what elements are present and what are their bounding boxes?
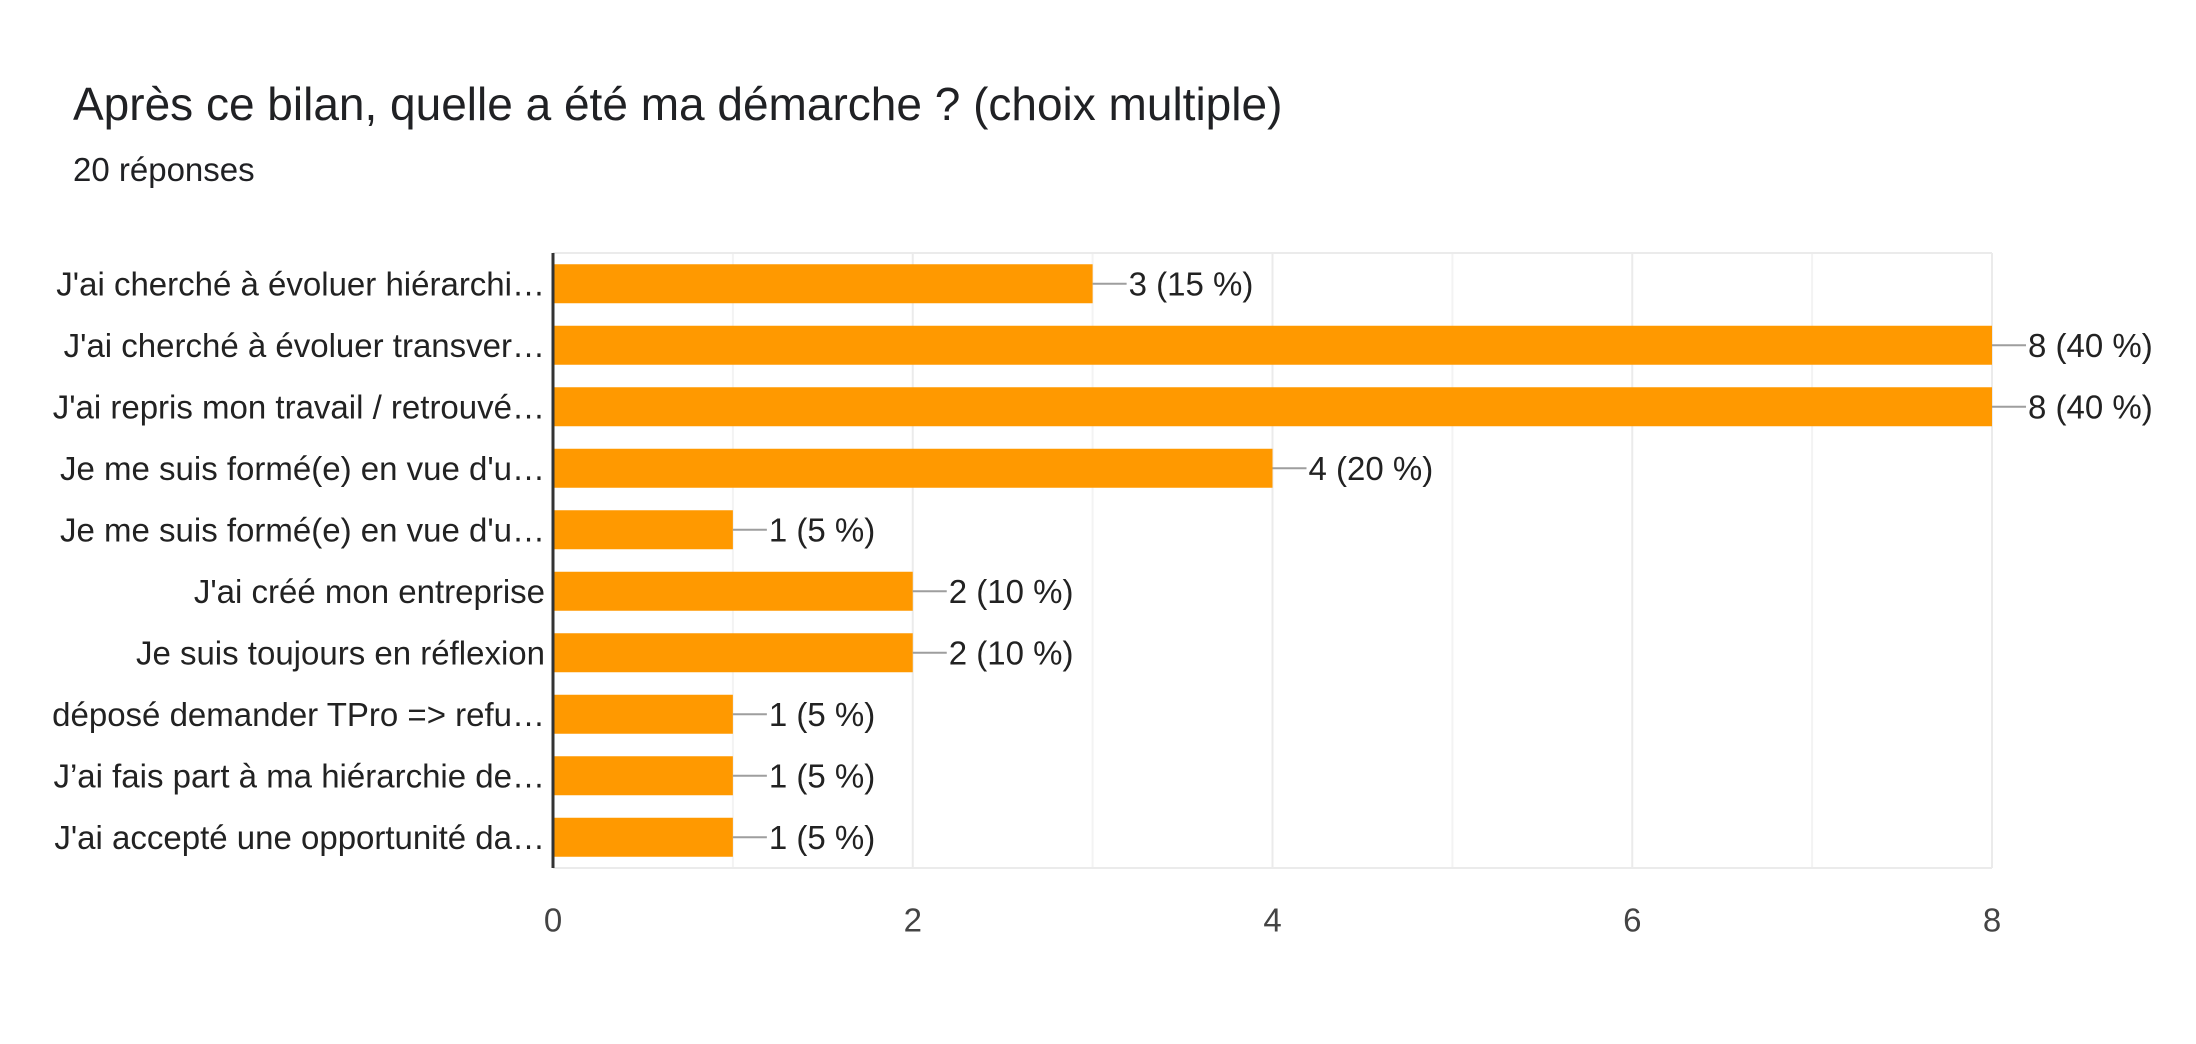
- data-label: 8 (40 %): [2028, 327, 2153, 364]
- x-tick-label: 6: [1623, 902, 1641, 939]
- data-label: 1 (5 %): [769, 757, 875, 794]
- bar: [553, 387, 1992, 427]
- category-label: Je me suis formé(e) en vue d'u…: [60, 511, 545, 548]
- category-label: J'ai cherché à évoluer transver…: [64, 327, 545, 364]
- bar: [553, 448, 1273, 488]
- category-label: J’ai fais part à ma hiérarchie de…: [53, 757, 545, 794]
- category-label: Je suis toujours en réflexion: [136, 634, 545, 671]
- bar: [553, 633, 913, 673]
- x-tick-label: 0: [544, 902, 562, 939]
- category-label: déposé demander TPro => refu…: [52, 696, 545, 733]
- category-label: Je me suis formé(e) en vue d'u…: [60, 450, 545, 487]
- category-label: J'ai cherché à évoluer hiérarchi…: [56, 265, 545, 302]
- data-label: 4 (20 %): [1309, 450, 1434, 487]
- bar: [553, 264, 1093, 304]
- category-label: J'ai créé mon entreprise: [194, 573, 545, 610]
- bar: [553, 510, 733, 550]
- bar: [553, 571, 913, 611]
- response-count: 20 réponses: [73, 151, 255, 188]
- x-tick-label: 2: [904, 902, 922, 939]
- bar: [553, 756, 733, 796]
- bar: [553, 817, 733, 857]
- question-title: Après ce bilan, quelle a été ma démarche…: [73, 78, 1283, 130]
- bar: [553, 325, 1992, 365]
- x-tick-label: 8: [1983, 902, 2001, 939]
- data-label: 1 (5 %): [769, 696, 875, 733]
- data-label: 1 (5 %): [769, 819, 875, 856]
- x-tick-label: 4: [1263, 902, 1281, 939]
- data-label: 2 (10 %): [949, 573, 1074, 610]
- category-label: J'ai accepté une opportunité da…: [54, 819, 545, 856]
- bar: [553, 694, 733, 734]
- data-label: 1 (5 %): [769, 511, 875, 548]
- category-label: J'ai repris mon travail / retrouvé…: [53, 388, 545, 425]
- data-label: 8 (40 %): [2028, 388, 2153, 425]
- data-label: 3 (15 %): [1129, 265, 1254, 302]
- data-label: 2 (10 %): [949, 634, 1074, 671]
